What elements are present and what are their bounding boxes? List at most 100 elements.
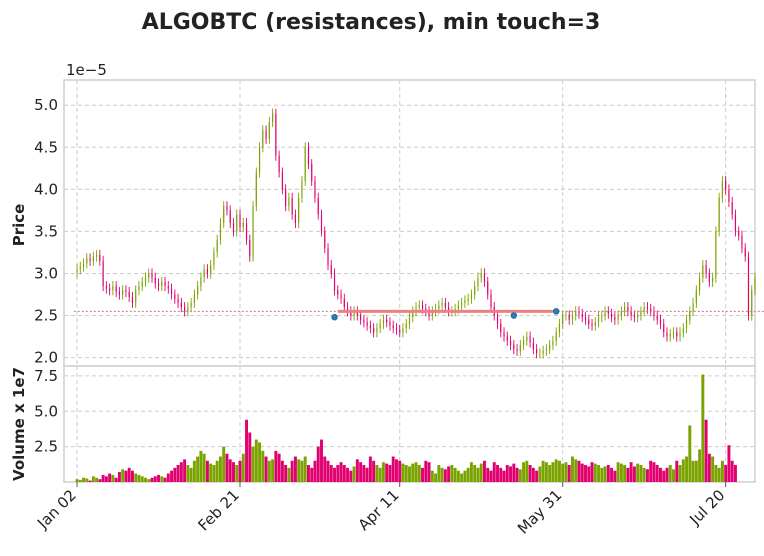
volume-bar xyxy=(398,460,402,482)
candle-body xyxy=(751,290,753,316)
volume-bar xyxy=(150,477,154,482)
candle-body xyxy=(392,325,394,329)
volume-bar xyxy=(160,476,164,482)
candle-body xyxy=(76,269,78,273)
volume-bar xyxy=(701,374,705,482)
candle-body xyxy=(232,223,235,232)
candle-body xyxy=(669,334,671,337)
candle-body xyxy=(731,201,733,215)
touch-point xyxy=(331,314,338,321)
candle-body xyxy=(584,317,587,320)
candle-body xyxy=(581,313,583,318)
candle-body xyxy=(562,315,564,324)
candle-body xyxy=(702,265,704,278)
volume-bar xyxy=(251,446,255,482)
volume-bar xyxy=(707,453,711,482)
volume-bar xyxy=(111,474,115,482)
volume-bar xyxy=(571,456,574,482)
x-tick-label: Feb 21 xyxy=(194,486,242,534)
volume-bar xyxy=(137,474,141,482)
candle-body xyxy=(637,315,639,318)
candle-body xyxy=(317,197,319,215)
candle-body xyxy=(311,164,313,181)
volume-bar xyxy=(629,462,633,482)
candle-body xyxy=(210,265,212,274)
candle-body xyxy=(304,147,306,181)
volume-bar xyxy=(261,450,265,482)
volume-bar xyxy=(381,462,385,482)
candle-body xyxy=(408,317,411,324)
candle-body xyxy=(477,277,479,287)
volume-bar xyxy=(287,467,291,482)
volume-bar xyxy=(362,465,366,482)
candle-body xyxy=(301,180,303,198)
candle-body xyxy=(712,277,714,282)
candle-body xyxy=(738,231,740,236)
candle-body xyxy=(157,283,160,287)
volume-bar xyxy=(606,465,610,482)
candle-body xyxy=(666,332,668,337)
candle-body xyxy=(112,286,114,291)
volume-bar xyxy=(678,465,682,482)
volume-bar xyxy=(730,460,734,482)
volume-bar xyxy=(619,463,623,482)
candle-body xyxy=(275,113,277,156)
volume-bar xyxy=(306,465,310,482)
volume-bar xyxy=(320,439,323,482)
volume-axis-label: Volume x 1e7 xyxy=(10,367,28,481)
volume-bar xyxy=(140,476,144,482)
candle-body xyxy=(617,315,619,320)
volume-bar xyxy=(176,465,180,482)
volume-bar xyxy=(557,460,561,482)
candle-body xyxy=(314,180,316,198)
candle-body xyxy=(350,311,352,316)
volume-bar xyxy=(603,466,607,482)
candle-body xyxy=(144,277,147,282)
volume-bar xyxy=(274,450,278,482)
volume-bar xyxy=(600,467,604,482)
volume-bar xyxy=(623,465,627,482)
candle-body xyxy=(415,307,417,312)
volume-bars xyxy=(75,374,737,482)
candle-body xyxy=(294,214,297,223)
volume-bar xyxy=(235,465,239,482)
candle-body xyxy=(565,315,567,317)
volume-bar xyxy=(91,476,95,482)
candle-body xyxy=(715,231,717,278)
candle-body xyxy=(692,302,694,312)
x-tick-labels: Jan 02 Feb 21 Apr 11 May 31 Jul 20 xyxy=(33,486,728,538)
volume-bar xyxy=(694,460,698,482)
candle-body xyxy=(109,288,111,291)
volume-bar xyxy=(82,477,86,482)
candle-body xyxy=(483,273,486,282)
volume-bar xyxy=(548,465,552,482)
volume-bar xyxy=(170,470,174,482)
volume-bar xyxy=(587,466,591,482)
candle-body xyxy=(461,302,463,306)
candle-body xyxy=(105,286,107,289)
candle-body xyxy=(366,322,368,326)
volume-bar xyxy=(652,462,656,482)
candle-body xyxy=(177,298,179,303)
volume-panel xyxy=(63,365,756,483)
volume-bar xyxy=(496,465,499,482)
candle-body xyxy=(229,210,231,223)
candle-body xyxy=(457,305,459,309)
candle-body xyxy=(193,294,195,303)
volume-bar xyxy=(460,473,464,482)
candle-body xyxy=(346,307,349,312)
candle-body xyxy=(272,113,274,123)
candle-body xyxy=(320,214,323,232)
candle-body xyxy=(281,172,283,190)
candle-body xyxy=(610,313,613,318)
volume-bar xyxy=(417,465,421,482)
candle-body xyxy=(744,248,746,257)
candle-body xyxy=(624,307,626,312)
volume-bar xyxy=(541,460,545,482)
candle-body xyxy=(278,155,280,173)
candle-body xyxy=(386,319,388,323)
volume-bar xyxy=(626,467,630,482)
candle-body xyxy=(242,223,244,228)
candle-body xyxy=(604,311,606,316)
